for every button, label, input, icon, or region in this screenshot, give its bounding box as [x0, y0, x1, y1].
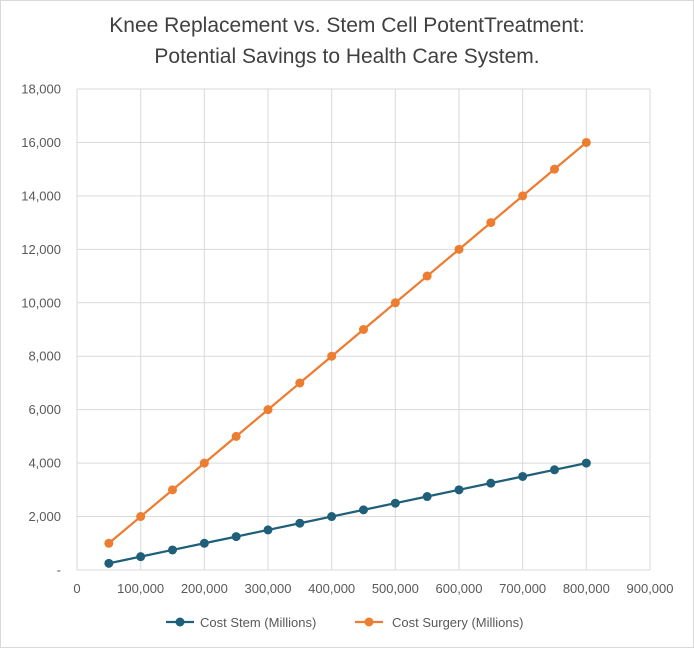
data-point: [136, 512, 146, 522]
data-point: [390, 298, 400, 308]
series-line: [108, 141, 588, 545]
data-point: [581, 458, 591, 468]
x-tick-label: 300,000: [245, 581, 292, 596]
data-point: [581, 137, 591, 147]
x-tick-label: 200,000: [181, 581, 228, 596]
legend-marker: [364, 617, 374, 627]
x-tick-label: 900,000: [627, 581, 674, 596]
legend-marker: [175, 617, 185, 627]
data-point: [454, 244, 464, 254]
data-point: [231, 532, 241, 542]
y-tick-label: 12,000: [21, 242, 61, 257]
data-point: [199, 538, 209, 548]
x-tick-label: 0: [73, 581, 80, 596]
y-tick-label: -: [57, 563, 61, 578]
data-point: [486, 478, 496, 488]
x-tick-label: 800,000: [563, 581, 610, 596]
data-point: [136, 552, 146, 562]
data-point: [518, 471, 528, 481]
series-0: [104, 458, 591, 568]
y-tick-label: 10,000: [21, 295, 61, 310]
data-point: [295, 378, 305, 388]
chart-title-line-2: Potential Savings to Health Care System.: [154, 45, 540, 68]
y-tick-label: 6,000: [28, 402, 61, 417]
y-tick-label: 8,000: [28, 349, 61, 364]
y-axis-tick-labels: - 2,000 4,000 6,000 8,000 10,000 12,000 14,000 1…: [21, 82, 61, 578]
data-point: [422, 492, 432, 502]
data-point: [359, 505, 368, 515]
data-point: [327, 512, 337, 522]
data-point: [390, 498, 400, 508]
data-point: [295, 518, 305, 528]
data-point: [550, 164, 559, 174]
x-tick-label: 700,000: [499, 581, 546, 596]
legend-label: Cost Stem (Millions): [200, 615, 316, 630]
data-point: [104, 558, 114, 568]
y-tick-label: 16,000: [21, 135, 61, 150]
x-axis-tick-labels: 0 100,000 200,000 300,000 400,000 500,000 600,…: [73, 581, 673, 596]
data-point: [422, 271, 432, 281]
data-point: [550, 465, 559, 475]
x-tick-label: 400,000: [308, 581, 355, 596]
x-tick-label: 100,000: [117, 581, 164, 596]
data-point: [263, 525, 273, 535]
data-point: [359, 325, 368, 334]
data-point: [168, 545, 177, 555]
chart-title-line-1: Knee Replacement vs. Stem Cell PotentTre…: [109, 14, 585, 37]
chart-title: Knee Replacement vs. Stem Cell PotentTre…: [0, 10, 694, 72]
data-point: [199, 458, 209, 468]
data-point: [168, 485, 177, 495]
data-point: [263, 405, 273, 415]
legend-item-0: Cost Stem (Millions): [166, 615, 316, 630]
legend-label: Cost Surgery (Millions): [392, 615, 523, 630]
data-point: [518, 191, 528, 201]
legend: Cost Stem (Millions) Cost Surgery (Millio…: [166, 615, 523, 630]
data-point: [104, 538, 114, 548]
series-1: [104, 137, 591, 548]
x-tick-label: 500,000: [372, 581, 419, 596]
data-point: [231, 431, 241, 441]
data-point: [327, 351, 337, 361]
series-line: [108, 462, 587, 565]
data-point: [486, 218, 496, 228]
y-tick-label: 4,000: [28, 456, 61, 471]
y-tick-label: 2,000: [28, 509, 61, 524]
legend-item-1: Cost Surgery (Millions): [355, 615, 523, 630]
y-tick-label: 18,000: [21, 82, 61, 97]
x-tick-label: 600,000: [436, 581, 483, 596]
series-layer: [104, 137, 591, 568]
y-tick-label: 14,000: [21, 188, 61, 203]
data-point: [454, 485, 464, 495]
